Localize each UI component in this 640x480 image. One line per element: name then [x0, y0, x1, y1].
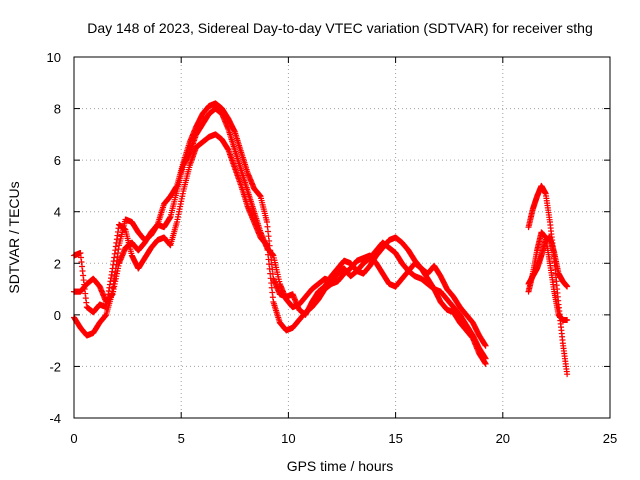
data-point-plus [564, 371, 571, 378]
data-points [71, 100, 571, 378]
grid-lines [74, 57, 610, 418]
data-point-plus [482, 360, 489, 367]
data-point-plus [482, 342, 489, 349]
x-tick-label: 0 [70, 431, 77, 446]
x-tick-label: 10 [281, 431, 295, 446]
y-tick-label: 4 [54, 205, 61, 220]
y-tick-label: 8 [54, 102, 61, 117]
data-point-plus [564, 317, 571, 324]
x-tick-label: 25 [603, 431, 617, 446]
y-tick-label: -2 [49, 359, 61, 374]
plot-frame [73, 56, 611, 419]
chart-title: Day 148 of 2023, Sidereal Day-to-day VTE… [87, 20, 593, 36]
series-track-b [71, 100, 489, 349]
y-tick-label: 2 [54, 256, 61, 271]
y-axis-label: SDTVAR / TECUs [6, 181, 22, 293]
axis-ticks: 0 5 10 15 20 25 -4 -2 0 2 4 6 8 10 [47, 50, 618, 446]
series-track-f [525, 234, 571, 290]
y-tick-label: 0 [54, 308, 61, 323]
y-tick-label: -4 [49, 411, 61, 426]
x-tick-label: 15 [388, 431, 402, 446]
y-tick-label: 10 [47, 50, 61, 65]
x-tick-label: 5 [178, 431, 185, 446]
y-tick-label: 6 [54, 153, 61, 168]
x-tick-label: 20 [496, 431, 510, 446]
x-axis-label: GPS time / hours [287, 458, 394, 474]
series-track-c [71, 131, 489, 367]
data-point-plus [564, 283, 571, 290]
